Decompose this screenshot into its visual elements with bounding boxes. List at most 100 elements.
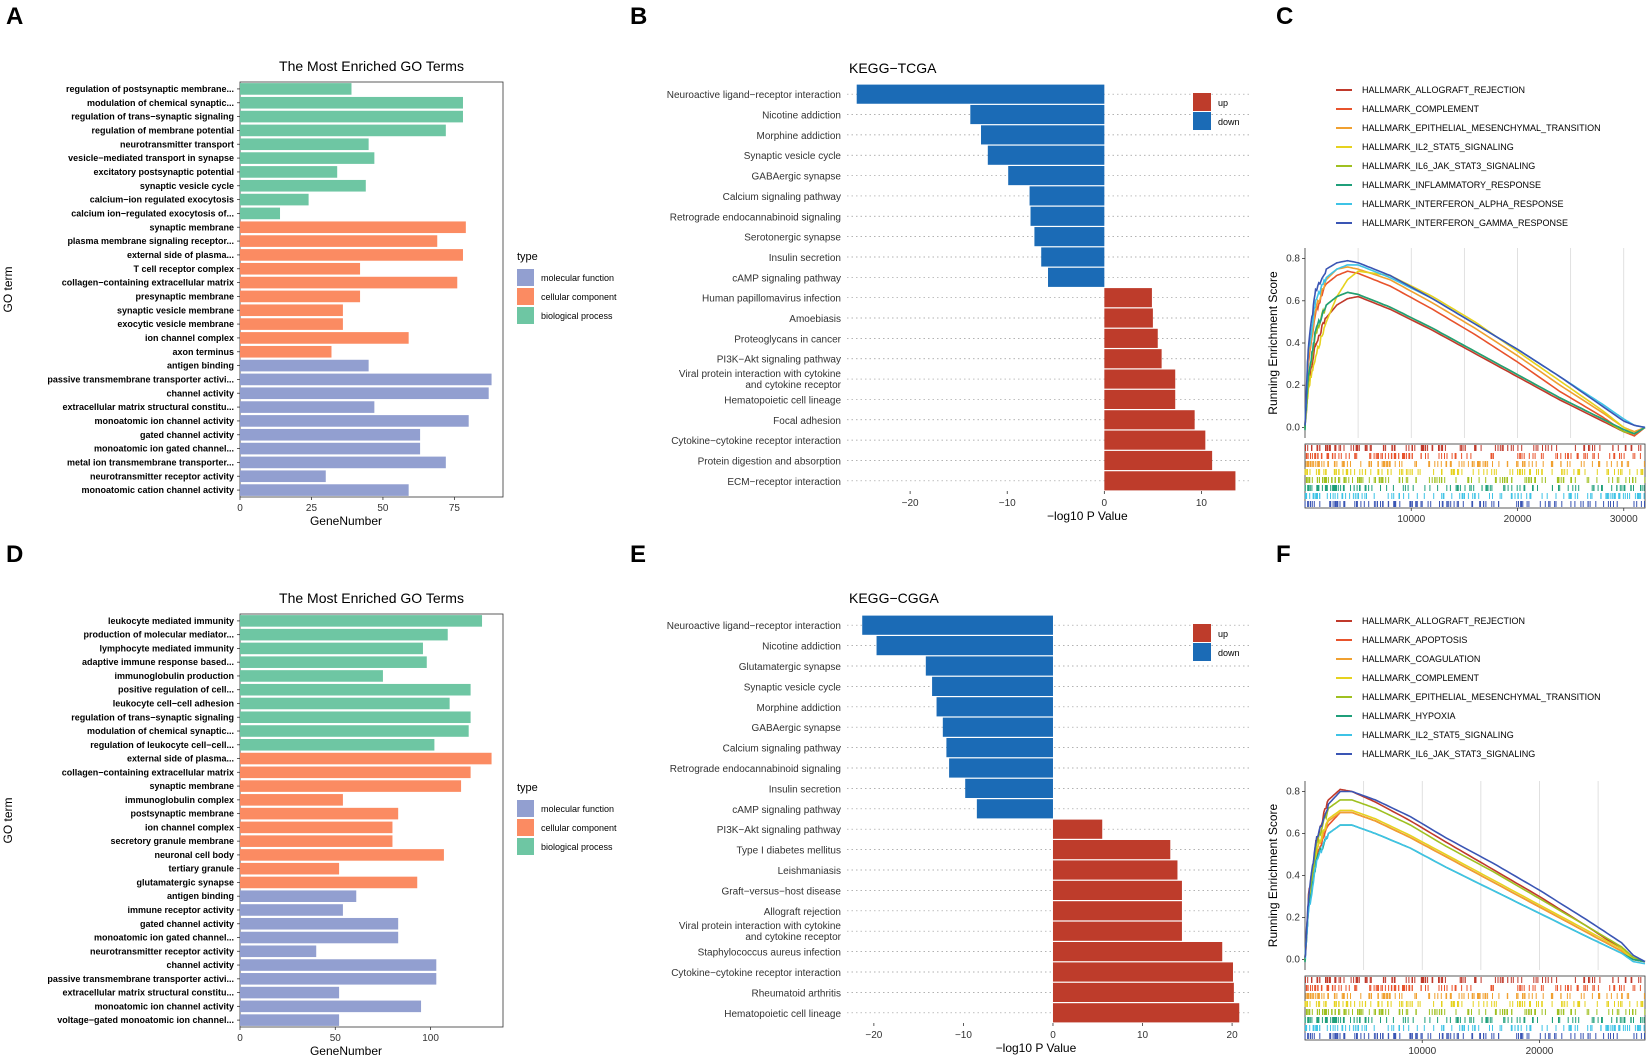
category-label: axon terminus (172, 347, 234, 357)
panel-label-c: C (1276, 3, 1293, 30)
category-label: calcium−ion regulated exocytosis (90, 195, 234, 205)
panel-label-b: B (630, 3, 647, 30)
bar-20 (240, 876, 418, 889)
category-label: Type I diabetes mellitus (737, 846, 842, 857)
category-label: neurotransmitter receptor activity (90, 471, 234, 481)
bar-11 (240, 221, 466, 234)
legend-label: HALLMARK_ALLOGRAFT_REJECTION (1362, 616, 1525, 626)
x-tick-label: 0 (237, 503, 243, 514)
rug-row-1 (1305, 977, 1642, 983)
category-label: GABAergic synapse (752, 172, 842, 183)
x-tick-label: 75 (449, 503, 461, 514)
legend-swatch (1193, 643, 1211, 661)
y-tick-label: 0.4 (1286, 871, 1300, 882)
bar-14 (1052, 880, 1182, 900)
category-label: Nicotine addiction (762, 111, 841, 122)
bar-21 (240, 890, 357, 902)
category-label: production of molecular mediator... (83, 630, 234, 640)
y-tick-label: 0.6 (1286, 296, 1300, 307)
category-label: Protein digestion and absorption (698, 456, 841, 467)
y-tick-label: 0.2 (1286, 913, 1300, 924)
category-label: gated channel activity (140, 430, 234, 440)
category-label: immune receptor activity (127, 905, 234, 915)
bar-3 (240, 642, 423, 655)
bar-15 (1104, 369, 1176, 389)
rug-row-6 (1304, 1017, 1645, 1023)
rug-row-8 (1304, 1033, 1645, 1039)
category-label: monoatomic ion channel activity (94, 1001, 234, 1011)
category-label: Graft−versus−host disease (721, 886, 841, 897)
rug-row-2 (1305, 453, 1641, 459)
bar-8 (240, 711, 471, 724)
bar-19 (240, 332, 409, 344)
category-label: Viral protein interaction with cytokine a… (679, 921, 842, 943)
bar-23 (240, 387, 489, 400)
legend-label: HALLMARK_IL2_STAT5_SIGNALING (1362, 730, 1514, 740)
category-label: PI3K−Akt signaling pathway (717, 825, 841, 836)
category-label: modulation of chemical synaptic... (87, 98, 234, 108)
category-label: gated channel activity (140, 919, 234, 929)
x-tick-label: 30000 (1610, 514, 1638, 525)
bar-15 (240, 276, 458, 289)
category-label: neuronal cell body (154, 850, 234, 860)
category-label: Leishmaniasis (778, 866, 841, 877)
bar-17 (1104, 410, 1195, 430)
category-label: Synaptic vesicle cycle (744, 682, 842, 693)
category-label: T cell receptor complex (133, 264, 234, 274)
category-label: Insulin secretion (769, 253, 841, 264)
bar-13 (1104, 328, 1158, 348)
legend-swatch (1193, 624, 1211, 642)
bar-28 (240, 456, 446, 469)
category-label: Viral protein interaction with cytokine a… (679, 369, 842, 391)
bar-5 (936, 697, 1053, 717)
bar-10 (240, 739, 435, 751)
rug-row-1 (1305, 445, 1642, 451)
category-label: Focal adhesion (773, 416, 841, 427)
legend-label: HALLMARK_IL6_JAK_STAT3_SIGNALING (1362, 749, 1535, 759)
bar-15 (1052, 901, 1182, 921)
x-tick-label: −20 (865, 1030, 882, 1041)
chart-title: The Most Enriched GO Terms (279, 590, 464, 606)
legend: up down (1193, 93, 1240, 130)
category-label: Amoebiasis (789, 314, 841, 325)
bar-5 (1008, 166, 1105, 186)
category-label: channel activity (166, 960, 234, 970)
bar-1 (240, 615, 483, 627)
y-axis-title: GO term (1, 797, 15, 843)
category-label: positive regulation of cell... (118, 685, 234, 695)
legend-swatch (1193, 112, 1211, 130)
category-label: Human papillomavirus infection (702, 294, 841, 305)
bar-8 (949, 758, 1053, 778)
legend-label: biological process (541, 311, 613, 321)
bar-2 (240, 96, 463, 109)
category-label-line: Viral protein interaction with cytokine (679, 369, 842, 380)
category-label: Retrograde endocannabinoid signaling (670, 212, 841, 223)
category-label: vesicle−mediated transport in synapse (68, 153, 234, 163)
category-label: adaptive immune response based... (82, 657, 234, 667)
y-tick-label: 0.0 (1286, 955, 1300, 966)
rug-row-7 (1304, 493, 1645, 499)
plot-area (1305, 248, 1645, 438)
hit-rug (1304, 977, 1646, 1039)
plot-area (1305, 781, 1645, 970)
legend-label: cellular component (541, 823, 617, 833)
go-chart-a: The Most Enriched GO Terms regulation of … (1, 58, 617, 528)
category-label: excitatory postsynaptic potential (93, 167, 234, 177)
category-label: Calcium signaling pathway (723, 192, 841, 203)
bar-6 (240, 683, 471, 696)
rug-row-4 (1304, 1001, 1644, 1007)
es-curve-1 (1304, 295, 1646, 435)
category-label-line: and cytokine receptor (745, 932, 841, 943)
legend-label: HALLMARK_ALLOGRAFT_REJECTION (1362, 85, 1525, 95)
legend-label: molecular function (541, 804, 614, 814)
x-tick-label: 10 (1137, 1030, 1149, 1041)
y-axis-title: GO term (1, 266, 15, 312)
bar-6 (1029, 186, 1105, 206)
bar-16 (1104, 389, 1176, 409)
category-label: Hematopoietic cell lineage (724, 1009, 841, 1020)
legend-label: HALLMARK_COMPLEMENT (1362, 104, 1480, 114)
bar-1 (856, 84, 1105, 104)
legend-label: HALLMARK_HYPOXIA (1362, 711, 1456, 721)
legend-label: HALLMARK_IL2_STAT5_SIGNALING (1362, 142, 1514, 152)
bar-9 (240, 725, 469, 737)
